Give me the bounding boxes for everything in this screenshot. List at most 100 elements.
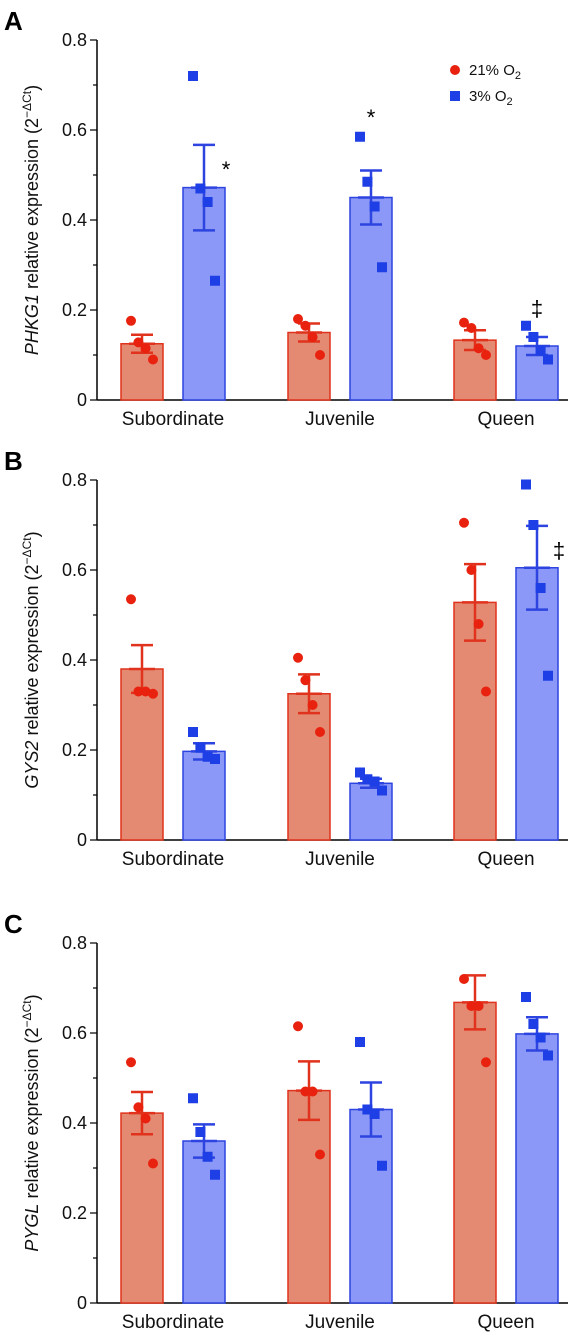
data-point [543,670,553,681]
legend-marker-normoxia [450,65,460,75]
bar [515,567,559,841]
x-tick-label: Queen [477,849,534,870]
y-tick-label: 0.6 [62,560,87,580]
bar [349,1108,393,1304]
y-tick-label: 0.2 [62,1203,87,1223]
data-point [307,1086,318,1097]
error-bar [462,974,488,1031]
data-point [133,686,144,697]
data-point [355,1037,365,1047]
data-point [535,345,546,356]
significance-marker: * [222,157,231,182]
data-point [188,71,198,81]
x-tick-label: Subordinate [122,1312,224,1333]
y-tick-label: 0.8 [62,933,87,953]
y-tick-label: 0.6 [62,120,87,140]
data-point [369,776,380,787]
data-point [543,354,553,365]
data-point [293,314,303,324]
y-axis-title: GYS2 relative expression (2−ΔCt) [20,531,42,788]
x-tick-label: Juvenile [305,849,375,870]
data-point [535,583,546,593]
panel-B: B GYS2 relative expression (2−ΔCt) 0 0.2 0.4… [4,446,568,870]
y-tick-label: 0.8 [62,30,87,50]
data-point [140,1113,151,1124]
legend-label-normoxia: 21% O2 [469,62,521,82]
data-point [355,767,365,778]
bar [182,1140,226,1304]
series-hypoxia: * * ‡ [182,71,559,401]
data-point [210,275,220,286]
data-point [300,675,311,686]
data-point [466,323,477,333]
y-tick-label: 0.8 [62,470,87,490]
significance-marker: ‡ [531,296,543,321]
y-tick-label: 0.6 [62,1023,87,1043]
y-axis-superscript: −ΔCt [20,537,34,565]
data-point [195,742,206,753]
error-bar [129,1090,155,1136]
panel-A: A PHKG1 relative expression (2−ΔCt) 0 0.2 0.… [4,6,568,430]
data-point [188,727,198,737]
x-tick-label: Juvenile [305,1312,375,1333]
data-point [148,688,158,699]
data-point [466,1001,477,1011]
data-point [210,754,220,764]
data-point [481,1057,491,1068]
data-point [377,262,387,273]
y-axis-text: relative expression (2 [22,118,42,294]
data-point [543,1050,553,1061]
data-point [521,992,531,1002]
legend-label-hypoxia: 3% O2 [469,88,513,108]
error-bar [462,562,488,642]
bar [287,693,331,841]
y-axis-superscript: −ΔCt [20,1000,34,1028]
legend-marker-hypoxia [450,91,460,101]
data-point [126,1057,136,1068]
series-normoxia [120,314,497,401]
legend: 21% O2 3% O2 [450,62,521,108]
y-axis-close: ) [22,85,42,91]
data-point [473,343,484,354]
bar [287,1089,331,1304]
x-tick-label: Juvenile [305,409,375,430]
data-point [293,1021,303,1032]
data-point [521,479,531,490]
data-point [133,1102,144,1113]
data-point [528,332,539,342]
data-point [369,201,380,212]
data-point [473,1001,484,1011]
error-bar [191,143,217,232]
data-point [481,350,491,360]
y-tick-label: 0.2 [62,300,87,320]
y-axis-text: relative expression (2 [22,1027,42,1203]
data-point [140,343,151,354]
data-point [126,315,136,326]
data-point [210,1169,220,1180]
data-point [133,337,144,348]
data-point [521,320,531,331]
data-point [307,332,318,342]
data-point [315,350,325,360]
y-axis-gene: GYS2 [22,741,42,789]
significance-marker: * [367,105,376,130]
data-point [148,354,158,365]
significance-marker: ‡ [553,538,565,563]
y-axis-close: ) [22,531,42,537]
y-tick-label: 0 [77,1293,87,1313]
series-hypoxia [182,992,559,1304]
bar [182,750,226,841]
data-point [528,520,539,530]
data-point [300,320,311,331]
y-axis-text: relative expression (2 [22,564,42,740]
x-tick-label: Subordinate [122,409,224,430]
x-tick-label: Subordinate [122,849,224,870]
y-tick-label: 0 [77,830,87,850]
y-axis-gene: PYGL [22,1204,42,1252]
data-point [355,131,365,142]
data-point [459,974,469,984]
data-point [369,1109,380,1119]
y-tick-label: 0.2 [62,740,87,760]
data-point [300,1086,311,1097]
data-point [377,785,387,796]
